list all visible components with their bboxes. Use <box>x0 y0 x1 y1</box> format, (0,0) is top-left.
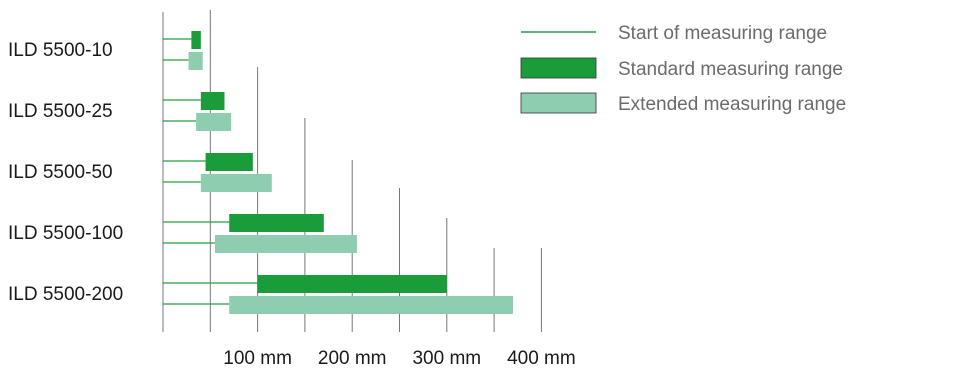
category-labels: ILD 5500-10 ILD 5500-25 ILD 5500-50 ILD 550… <box>8 40 123 305</box>
standard-bar-3 <box>205 153 253 171</box>
x-tick-label-4: 400 mm <box>507 348 576 369</box>
legend-swatch-standard <box>520 57 597 79</box>
legend-swatch-extended <box>520 92 597 114</box>
x-tick-label-3: 300 mm <box>412 348 481 369</box>
legend-label-1: Start of measuring range <box>618 23 827 44</box>
legend: Start of measuring range Standard measuri… <box>520 23 846 115</box>
category-label-4: ILD 5500-100 <box>8 223 123 244</box>
extended-bar-1 <box>188 52 203 70</box>
legend-label-2: Standard measuring range <box>618 59 843 80</box>
category-label-5: ILD 5500-200 <box>8 284 123 305</box>
category-label-1: ILD 5500-10 <box>8 40 113 61</box>
start-of-range-lines <box>163 38 258 305</box>
range-bars <box>188 31 514 314</box>
category-label-3: ILD 5500-50 <box>8 162 113 183</box>
standard-bar-2 <box>200 92 225 110</box>
standard-bar-5 <box>257 275 447 293</box>
extended-bar-4 <box>215 235 357 253</box>
legend-label-3: Extended measuring range <box>618 94 846 115</box>
x-tick-label-2: 200 mm <box>318 348 387 369</box>
x-axis-tick-labels: 100 mm 200 mm 300 mm 400 mm <box>223 348 575 369</box>
extended-bar-5 <box>229 296 514 314</box>
standard-bar-1 <box>191 31 201 49</box>
extended-bar-3 <box>200 174 272 192</box>
category-label-2: ILD 5500-25 <box>8 101 113 122</box>
standard-bar-4 <box>229 214 324 232</box>
extended-bar-2 <box>196 113 232 131</box>
x-tick-label-1: 100 mm <box>223 348 292 369</box>
